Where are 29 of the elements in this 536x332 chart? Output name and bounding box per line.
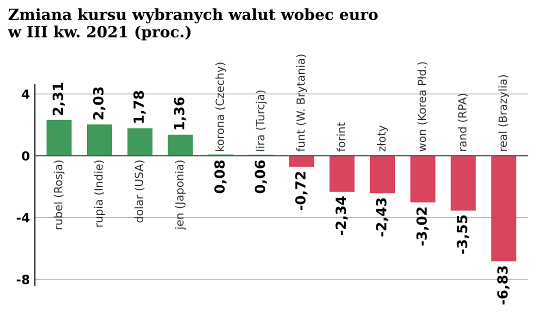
x-tick-label: jen (Japonia) [174, 160, 186, 230]
data-label: -0,72 [295, 172, 308, 210]
data-label: 1,36 [174, 97, 186, 130]
data-label: -6,83 [497, 266, 510, 304]
x-tick-label: dolar (USA) [134, 160, 144, 222]
x-tick-label: rubel (Rosja) [54, 160, 64, 230]
chart-title: Zmiana kursu wybranych walut wobec euro w III kw. 2021 (proc.) [8, 8, 378, 40]
data-label: 2,03 [93, 87, 106, 120]
x-tick-label: won (Korea Płd.) [417, 62, 428, 152]
x-tick-label: złoty [377, 125, 388, 152]
x-tick-label: rupia (Indie) [94, 160, 105, 227]
x-tick-label: korona (Czechy) [215, 62, 226, 151]
data-label: -2,43 [376, 198, 388, 236]
data-label: 2,31 [52, 82, 65, 116]
data-label: -2,34 [336, 196, 348, 236]
y-tick-label: -4 [16, 213, 30, 222]
y-tick-label: -8 [16, 274, 30, 284]
x-tick-label: lira (Turcja) [256, 90, 267, 151]
x-tick-label: rand (RPA) [458, 94, 468, 151]
x-tick-label: funt (W. Brytania) [296, 54, 307, 152]
data-label: -3,55 [456, 215, 470, 254]
data-label: -3,02 [416, 207, 429, 246]
x-tick-label: forint [336, 122, 346, 152]
y-tick-label: 0 [22, 151, 30, 161]
data-label: 0,08 [214, 160, 227, 194]
y-tick-label: 4 [22, 90, 30, 99]
data-label: 0,06 [254, 160, 267, 194]
x-tick-label: real (Brazylia) [498, 75, 510, 151]
data-label: 1,78 [133, 90, 146, 123]
